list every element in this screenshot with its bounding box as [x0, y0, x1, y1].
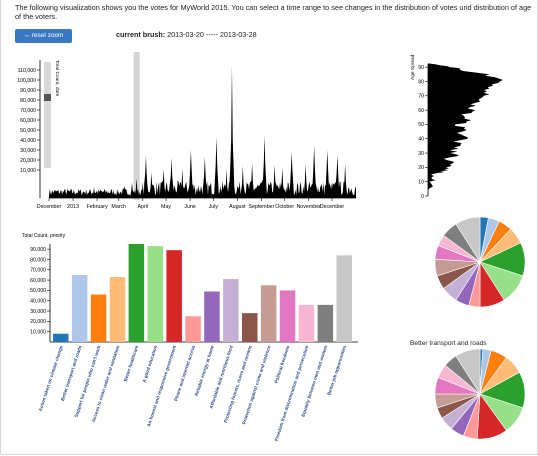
bar[interactable]	[298, 304, 315, 342]
age-tick-label: 0	[421, 194, 424, 200]
timeline-chart[interactable]: 10,000 20,000 30,000 40,000 50,000 60,000 70,0…	[17, 52, 356, 210]
timeline-x-tick-label: November	[296, 204, 321, 210]
bar-y-tick-label: 70,000	[30, 268, 46, 274]
brush-value: 2013-03-20 ----- 2013-03-28	[167, 30, 257, 39]
timeline-x-tick-label: March	[111, 204, 126, 210]
timeline-x-tick-label: December	[320, 204, 345, 210]
priority-pie-chart-selected[interactable]	[434, 348, 526, 440]
bar-y-tick-label: 20,000	[30, 319, 46, 325]
timeline-y-tick-label: 40,000	[20, 138, 36, 144]
bar[interactable]	[185, 316, 201, 342]
bar[interactable]	[317, 304, 334, 342]
timeline-y-tick-label: 10,000	[20, 168, 36, 174]
bar-y-tick-label: 90,000	[30, 247, 46, 253]
bar[interactable]	[260, 285, 277, 342]
age-tick-label: 20	[418, 165, 424, 171]
age-tick-label: 80	[418, 79, 424, 85]
timeline-y-tick-label: 50,000	[20, 128, 36, 134]
age-tick-label: 40	[418, 137, 424, 143]
age-tick-label: 60	[418, 108, 424, 114]
bar-category-label: Better job opportunities	[326, 344, 347, 395]
timeline-y-tick-label: 60,000	[20, 118, 36, 124]
bar[interactable]	[90, 294, 107, 342]
bar[interactable]	[147, 246, 164, 342]
bar-category-label: Freedom from discrimination and persecut…	[274, 345, 310, 442]
timeline-x-tick-label: April	[138, 204, 149, 210]
timeline-x-tick-label: February	[86, 204, 108, 210]
age-tick-label: 30	[418, 151, 424, 157]
bar[interactable]	[204, 291, 220, 342]
timeline-y-tick-label: 70,000	[20, 108, 36, 114]
reset-zoom-button[interactable]: ↔ reset zoom	[15, 29, 72, 43]
timeline-y-ticks: 10,000 20,000 30,000 40,000 50,000 60,000 70,0…	[17, 68, 40, 174]
bar-y-ticks: 10,000 20,000 30,000 40,000 50,000 60,000 70,0…	[30, 247, 50, 335]
bar-category-label: A good education	[142, 345, 159, 383]
pie-slice[interactable]	[455, 348, 481, 396]
timeline-x-ticks: December 2013 February March April May June Jul…	[37, 198, 345, 210]
timeline-x-tick-label: December	[37, 204, 62, 210]
bar[interactable]	[166, 250, 182, 342]
timeline-x-tick-label: 2013	[67, 204, 79, 210]
age-tick-label: 70	[418, 94, 424, 100]
pie-caption: Better transport and roads	[410, 340, 487, 347]
timeline-x-tick-label: October	[275, 204, 294, 210]
bar-category-label: Better healthcare	[123, 344, 139, 382]
bar-y-tick-label: 40,000	[30, 299, 46, 305]
bar-y-tick-label: 50,000	[30, 288, 46, 294]
timeline-x-tick-label: September	[248, 204, 274, 210]
intro-text: The following visualization shows you th…	[15, 3, 532, 21]
bar-category-label: Action taken on climate change	[38, 344, 64, 412]
age-y-label: Age Spread	[410, 54, 416, 80]
votes-over-time-area	[49, 65, 356, 198]
age-tick-label: 50	[418, 122, 424, 128]
timeline-y-label: Total Count, date	[54, 60, 60, 97]
bar[interactable]	[109, 277, 126, 342]
bar[interactable]	[223, 279, 239, 342]
bar-category-label: Political freedoms	[274, 344, 291, 384]
bar[interactable]	[279, 290, 296, 342]
bar[interactable]	[242, 313, 258, 342]
pie-slice[interactable]	[455, 216, 481, 264]
bar[interactable]	[53, 333, 69, 342]
y-scale-handle[interactable]	[44, 94, 51, 101]
bar[interactable]	[336, 255, 353, 342]
bar[interactable]	[71, 274, 88, 342]
bar-y-tick-label: 60,000	[30, 278, 46, 284]
age-distribution-area	[428, 61, 503, 197]
timeline-y-tick-label: 80,000	[20, 98, 36, 104]
timeline-x-tick-label: May	[161, 204, 171, 210]
bar[interactable]	[128, 244, 145, 342]
timeline-y-tick-label: 20,000	[20, 158, 36, 164]
time-brush[interactable]	[133, 52, 140, 200]
timeline-y-tick-label: 110,000	[18, 68, 36, 74]
brush-label: current brush:	[116, 30, 166, 39]
bar-category-label: Better transport and roads	[60, 344, 83, 401]
age-tick-label: 90	[418, 65, 424, 71]
timeline-x-tick-label: June	[184, 204, 196, 210]
timeline-x-tick-label: August	[229, 204, 246, 210]
bar-y-tick-label: 10,000	[30, 329, 46, 335]
bar-category-label: Reliable energy at home	[194, 344, 215, 396]
priority-pie-chart-all[interactable]	[434, 216, 526, 308]
age-spread-chart: 0 10 20 30 40 50 60 70 80 90 Age Spread	[410, 54, 503, 200]
y-scale-slider[interactable]	[44, 62, 51, 168]
timeline-x-tick-label: July	[209, 204, 219, 210]
timeline-y-tick-label: 90,000	[20, 88, 36, 94]
bar-y-tick-label: 30,000	[30, 309, 46, 315]
bar-category-label: Phone and internet access	[173, 344, 196, 401]
age-tick-label: 10	[418, 179, 424, 185]
priority-bar-chart[interactable]: Total Count, priority 10,000 20,000 30,000…	[22, 233, 358, 442]
brush-readout: current brush: 2013-03-20 ----- 2013-03-…	[116, 30, 257, 39]
timeline-y-tick-label: 100,000	[17, 78, 36, 84]
timeline-y-tick-label: 30,000	[20, 148, 36, 154]
bar-y-tick-label: 80,000	[30, 257, 46, 263]
bar-y-label: Total Count, priority	[22, 233, 66, 239]
bar-series[interactable]	[53, 244, 352, 342]
age-ticks: 0 10 20 30 40 50 60 70 80 90	[418, 65, 428, 200]
